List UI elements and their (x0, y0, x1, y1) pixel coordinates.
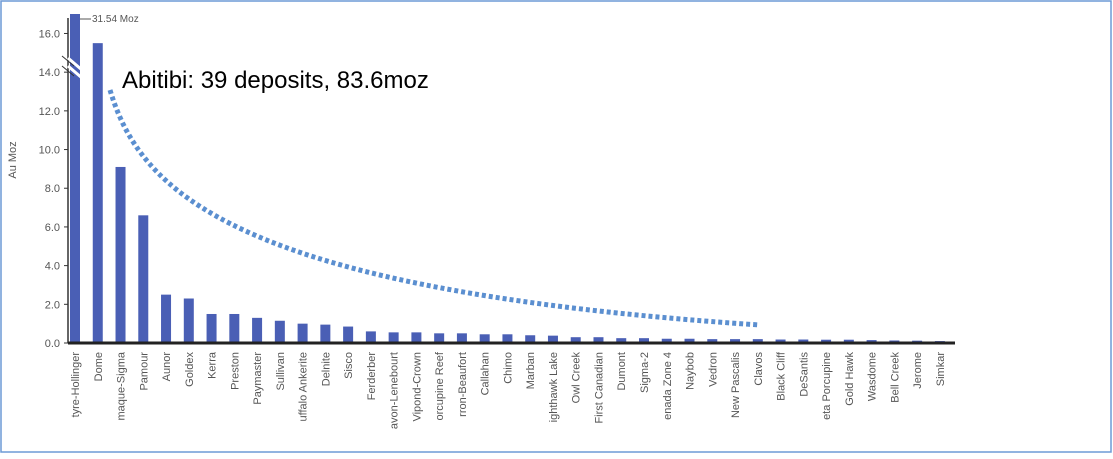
bar (70, 14, 80, 343)
bar (456, 333, 467, 343)
bar (411, 332, 422, 343)
x-tick-label: Pamour (138, 352, 150, 391)
bar (843, 339, 854, 343)
x-tick-label: uffalo Ankerite (298, 352, 310, 422)
x-tick-label: Delnite (320, 352, 332, 386)
bar (274, 320, 285, 343)
bar (639, 338, 649, 343)
x-tick-label: Bell Creek (889, 352, 901, 403)
bar (229, 313, 240, 343)
x-tick-label: Gold Hawk (844, 352, 856, 406)
plot-area (70, 14, 945, 344)
x-tick-label: Sisco (343, 352, 355, 379)
bar (821, 339, 832, 343)
x-tick-label: Callahan (480, 352, 492, 395)
bar (707, 339, 718, 343)
x-tick-label: rron-Beaufort (457, 352, 469, 417)
bar (752, 339, 763, 343)
bar (479, 334, 490, 343)
bar (343, 326, 354, 343)
x-tick-label: Vipond-Crown (411, 352, 423, 422)
bar (798, 339, 809, 343)
bar (525, 335, 536, 343)
y-tick-label: 0.0 (45, 338, 60, 350)
x-tick-label: Marban (525, 352, 537, 389)
x-tick-label: Dome (93, 352, 105, 381)
x-tick-label: Wasdome (867, 352, 879, 401)
annotation: Abitibi: 39 deposits, 83.6moz (122, 67, 429, 94)
x-tick-label: Vedron (707, 352, 719, 387)
x-tick-label: Simkar (935, 352, 947, 387)
y-axis-label: Au Moz (7, 141, 19, 178)
x-tick-label: orcupine Reef (434, 351, 446, 420)
bar (434, 333, 445, 343)
x-tick-label: Sullivan (275, 352, 287, 391)
bar (183, 298, 194, 343)
bar (161, 294, 172, 343)
y-tick-label: 2.0 (45, 299, 60, 311)
y-tick-label: 8.0 (45, 183, 60, 195)
x-tick-label: maque-Sigma (116, 351, 128, 420)
axis-break-outline (61, 55, 75, 77)
bar (547, 335, 558, 343)
bar (365, 331, 376, 343)
bar (661, 338, 672, 343)
x-tick-label: DeSantis (798, 352, 810, 397)
x-tick-label: eta Porcupine (821, 352, 833, 420)
x-tick-label: Sigma-2 (639, 352, 651, 393)
x-tick-label: Naybob (685, 352, 697, 390)
bar (297, 323, 308, 343)
x-tick-label: Clavos (753, 352, 765, 386)
bar (115, 166, 126, 343)
x-tick-label: avon-Lenebourt (389, 352, 401, 429)
y-tick-label: 6.0 (45, 222, 60, 234)
x-tick-label: Owl Creek (571, 352, 583, 404)
x-tick-label: Kerra (207, 351, 219, 379)
x-tick-label: Jerome (912, 352, 924, 389)
bar (320, 324, 331, 343)
bar (730, 339, 741, 343)
bar (684, 338, 695, 343)
x-tick-label: tyre-Hollinger (70, 352, 82, 418)
x-tick-label: Dumont (616, 352, 628, 391)
value-label: 31.54 Moz (92, 14, 139, 25)
x-tick-label: Paymaster (252, 352, 264, 405)
x-tick-label: New Pascalis (730, 352, 742, 419)
bar (775, 339, 786, 343)
bar (502, 334, 513, 343)
y-tick-label: 12.0 (39, 106, 60, 118)
y-tick-label: 4.0 (45, 261, 60, 273)
x-tick-label: Aunor (161, 352, 173, 382)
bar (570, 337, 581, 343)
bar (593, 337, 604, 343)
x-tick-label: Preston (229, 352, 241, 390)
bar (388, 332, 399, 343)
x-tick-label: ighthawk Lake (548, 352, 560, 422)
bar (206, 313, 217, 343)
y-tick-label: 16.0 (39, 28, 60, 40)
axis-break (67, 56, 83, 80)
x-tick-label: Black Cliff (776, 351, 788, 401)
trend-curve (107, 89, 761, 328)
x-tick-label: Goldex (184, 352, 196, 387)
bar (92, 43, 103, 344)
bar (252, 317, 263, 343)
bar (616, 338, 627, 343)
bar (138, 215, 149, 343)
x-tick-label: Chimo (502, 352, 514, 384)
y-tick-label: 14.0 (39, 67, 60, 79)
x-tick-label: First Canadian (593, 352, 605, 424)
x-tick-label: Ferderber (366, 352, 378, 401)
x-tick-label: enada Zone 4 (662, 352, 674, 420)
y-tick-label: 10.0 (39, 145, 60, 157)
